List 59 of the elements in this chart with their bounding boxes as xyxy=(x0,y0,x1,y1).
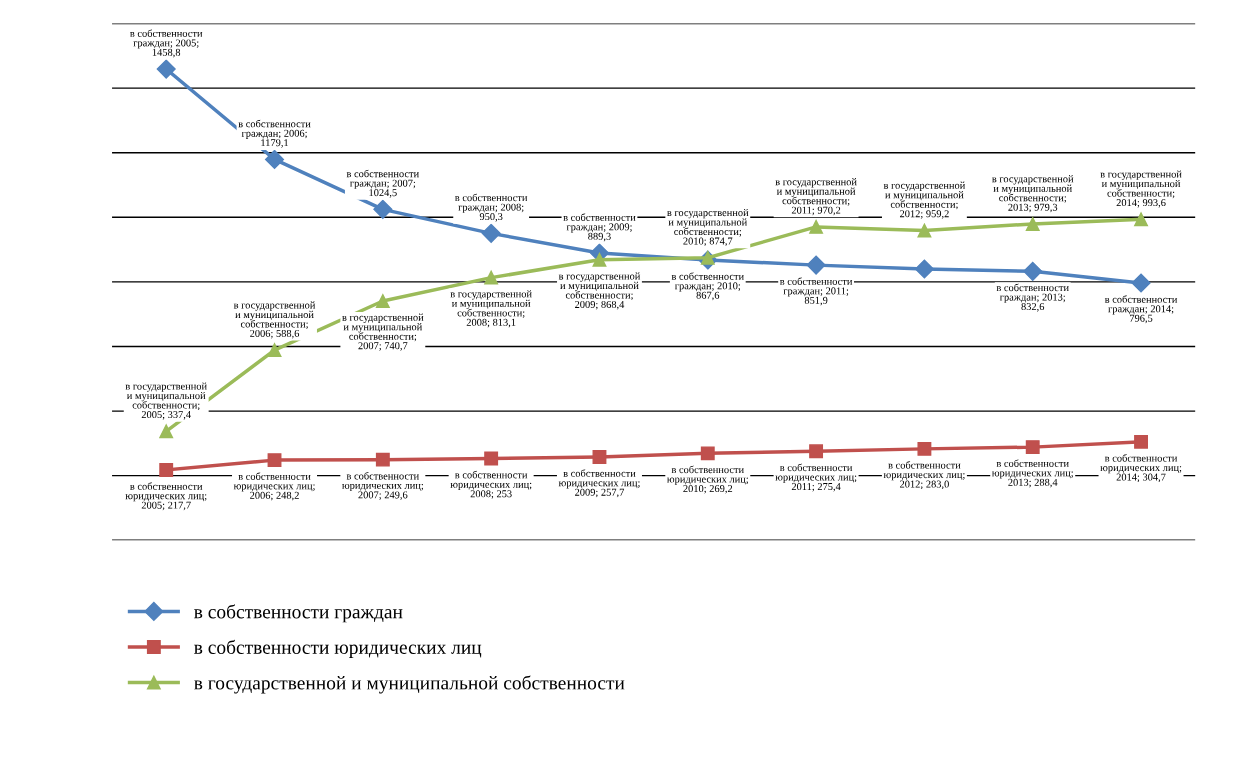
point xyxy=(159,424,174,439)
point xyxy=(267,343,282,358)
legend-label: в государственной и муниципальной собственности xyxy=(194,675,625,694)
data-label: в собственности граждан; 2013; 832,6 xyxy=(996,283,1069,312)
point xyxy=(375,452,390,467)
data-label: в собственности юридических лиц; 2005; 217,7 xyxy=(125,482,207,511)
data-label: в собственности юридических лиц; 2014; 304,7 xyxy=(1100,454,1182,483)
data-label: в государственной и муниципальной собственности; 2009; 868,4 xyxy=(558,272,641,310)
data-label: в государственной и муниципальной собственности; 2006; 588,6 xyxy=(233,301,316,339)
point xyxy=(375,294,390,308)
point xyxy=(809,444,824,459)
data-label: в собственности юридических лиц; 2011; 275,4 xyxy=(775,463,857,492)
point xyxy=(373,199,393,219)
data-label: в собственности граждан; 2008; 950,3 xyxy=(455,193,528,222)
data-label: в собственности юридических лиц; 2010; 269,2 xyxy=(667,465,748,494)
data-label: в собственности юридических лиц; 2009; 257,7 xyxy=(558,469,640,498)
data-label: в собственности юридических лиц; 2007; 249,6 xyxy=(342,471,423,500)
point xyxy=(1025,440,1040,455)
point xyxy=(481,223,501,243)
legend-label: в собственности граждан xyxy=(194,604,403,623)
point xyxy=(917,223,932,238)
point xyxy=(700,446,715,461)
point xyxy=(159,463,174,477)
point xyxy=(592,252,607,267)
data-label: в государственной и муниципальной собственности; 2013; 979,3 xyxy=(992,175,1074,213)
data-label: в государственной и муниципальной собственности; 2012; 959,2 xyxy=(883,181,966,219)
data-label: в собственности юридических лиц; 2013; 288,4 xyxy=(991,459,1073,488)
legend-label: в собственности юридических лиц xyxy=(194,639,482,658)
point xyxy=(1134,212,1148,227)
data-label: в собственности граждан; 2014; 796,5 xyxy=(1104,295,1178,324)
point xyxy=(484,270,499,285)
point xyxy=(1134,434,1148,449)
data-label: в собственности граждан; 2009; 889,3 xyxy=(563,213,636,242)
point xyxy=(806,255,826,275)
point xyxy=(484,451,499,466)
data-label: в государственной и муниципальной собственности; 2014; 993,6 xyxy=(1100,170,1182,208)
data-label: в собственности юридических лиц; 2012; 283,0 xyxy=(883,461,965,490)
data-label: в государственной и муниципальной собственности; 2005; 337,4 xyxy=(125,382,207,420)
data-label: в собственности граждан; 2007; 1024,5 xyxy=(346,169,419,198)
data-label: в государственной и муниципальной собственности; 2007; 740,7 xyxy=(342,313,424,351)
point xyxy=(267,453,282,468)
point xyxy=(1023,261,1043,281)
point xyxy=(156,59,176,79)
point xyxy=(809,219,824,234)
point xyxy=(1131,273,1151,293)
data-label: в собственности юридических лиц; 2008; 253 xyxy=(450,470,532,499)
point xyxy=(917,441,932,456)
data-label: в собственности граждан; 2005; 1458,8 xyxy=(130,29,203,58)
data-label: в государственной и муниципальной собственности; 2008; 813,1 xyxy=(450,290,532,328)
data-label: в собственности граждан; 2006; 1179,1 xyxy=(238,119,311,148)
point xyxy=(592,450,607,464)
data-label: в государственной и муниципальной собственности; 2011; 970,2 xyxy=(775,178,857,216)
data-label: в собственности граждан; 2011; 851,9 xyxy=(779,277,853,306)
point xyxy=(914,259,934,279)
point xyxy=(264,149,285,169)
data-label: в собственности граждан; 2010; 867,6 xyxy=(671,272,744,301)
point xyxy=(1025,217,1040,231)
data-label: в государственной и муниципальной собственности; 2010; 874,7 xyxy=(667,208,749,247)
data-label: в собственности юридических лиц; 2006; 248,2 xyxy=(233,472,315,501)
